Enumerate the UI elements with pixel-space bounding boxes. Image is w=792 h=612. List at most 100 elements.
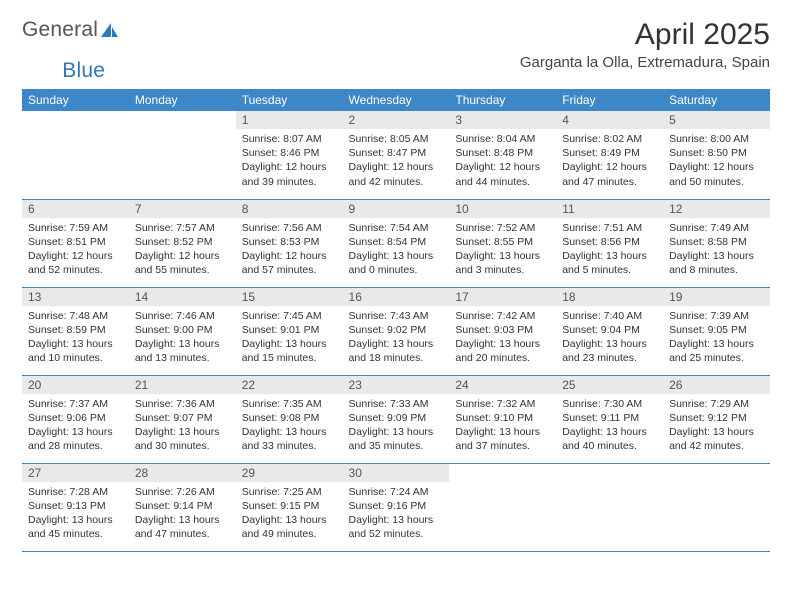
daylight-text: Daylight: 12 hours and 39 minutes. — [242, 160, 337, 188]
sunrise-text: Sunrise: 8:07 AM — [242, 132, 337, 146]
sunrise-text: Sunrise: 7:30 AM — [562, 397, 657, 411]
day-content: Sunrise: 7:33 AMSunset: 9:09 PMDaylight:… — [343, 394, 450, 458]
calendar-day-cell: 11Sunrise: 7:51 AMSunset: 8:56 PMDayligh… — [556, 199, 663, 287]
calendar-day-cell: 30 Sunrise: 7:24 AMSunset: 9:16 PMDayligh… — [343, 463, 450, 551]
calendar-day-cell: 1Sunrise: 8:07 AMSunset: 8:46 PMDaylight… — [236, 111, 343, 199]
logo-text-1: General — [22, 18, 98, 42]
day-content: Sunrise: 8:07 AMSunset: 8:46 PMDaylight:… — [236, 129, 343, 193]
day-number: 30 — [343, 464, 450, 482]
day-content: Sunrise: 8:05 AMSunset: 8:47 PMDaylight:… — [343, 129, 450, 193]
sunset-text: Sunset: 9:08 PM — [242, 411, 337, 425]
daylight-text: Daylight: 13 hours and 30 minutes. — [135, 425, 230, 453]
day-content: Sunrise: 8:00 AMSunset: 8:50 PMDaylight:… — [663, 129, 770, 193]
sunset-text: Sunset: 8:58 PM — [669, 235, 764, 249]
calendar-week-row: ..1Sunrise: 8:07 AMSunset: 8:46 PMDaylig… — [22, 111, 770, 199]
sunset-text: Sunset: 8:49 PM — [562, 146, 657, 160]
sunset-text: Sunset: 9:03 PM — [455, 323, 550, 337]
sunrise-text: Sunrise: 7:37 AM — [28, 397, 123, 411]
daylight-text: Daylight: 13 hours and 42 minutes. — [669, 425, 764, 453]
sunrise-text: Sunrise: 7:24 AM — [349, 485, 444, 499]
daylight-text: Daylight: 13 hours and 40 minutes. — [562, 425, 657, 453]
day-number: 18 — [556, 288, 663, 306]
day-number: 14 — [129, 288, 236, 306]
day-number: 24 — [449, 376, 556, 394]
sunrise-text: Sunrise: 7:33 AM — [349, 397, 444, 411]
sunrise-text: Sunrise: 7:28 AM — [28, 485, 123, 499]
calendar-day-cell: 17Sunrise: 7:42 AMSunset: 9:03 PMDayligh… — [449, 287, 556, 375]
weekday-header: Tuesday — [236, 89, 343, 111]
daylight-text: Daylight: 13 hours and 35 minutes. — [349, 425, 444, 453]
day-content: Sunrise: 7:35 AMSunset: 9:08 PMDaylight:… — [236, 394, 343, 458]
sunset-text: Sunset: 8:47 PM — [349, 146, 444, 160]
day-content: Sunrise: 7:29 AMSunset: 9:12 PMDaylight:… — [663, 394, 770, 458]
day-content: Sunrise: 7:28 AMSunset: 9:13 PMDaylight:… — [22, 482, 129, 546]
calendar-day-cell: 12Sunrise: 7:49 AMSunset: 8:58 PMDayligh… — [663, 199, 770, 287]
sunrise-text: Sunrise: 7:25 AM — [242, 485, 337, 499]
calendar-day-cell: 22Sunrise: 7:35 AMSunset: 9:08 PMDayligh… — [236, 375, 343, 463]
calendar-day-cell: 27Sunrise: 7:28 AMSunset: 9:13 PMDayligh… — [22, 463, 129, 551]
calendar-day-cell: 20Sunrise: 7:37 AMSunset: 9:06 PMDayligh… — [22, 375, 129, 463]
calendar-week-row: 13Sunrise: 7:48 AMSunset: 8:59 PMDayligh… — [22, 287, 770, 375]
sunset-text: Sunset: 9:07 PM — [135, 411, 230, 425]
daylight-text: Daylight: 13 hours and 8 minutes. — [669, 249, 764, 277]
calendar-day-cell: . — [449, 463, 556, 551]
daylight-text: Daylight: 12 hours and 44 minutes. — [455, 160, 550, 188]
weekday-header-row: SundayMondayTuesdayWednesdayThursdayFrid… — [22, 89, 770, 111]
calendar-week-row: 27Sunrise: 7:28 AMSunset: 9:13 PMDayligh… — [22, 463, 770, 551]
sunset-text: Sunset: 8:52 PM — [135, 235, 230, 249]
calendar-day-cell: 7Sunrise: 7:57 AMSunset: 8:52 PMDaylight… — [129, 199, 236, 287]
weekday-header: Saturday — [663, 89, 770, 111]
day-number: 10 — [449, 200, 556, 218]
sunset-text: Sunset: 9:09 PM — [349, 411, 444, 425]
day-content: Sunrise: 8:04 AMSunset: 8:48 PMDaylight:… — [449, 129, 556, 193]
calendar-day-cell: 3Sunrise: 8:04 AMSunset: 8:48 PMDaylight… — [449, 111, 556, 199]
sunrise-text: Sunrise: 7:49 AM — [669, 221, 764, 235]
sunrise-text: Sunrise: 7:46 AM — [135, 309, 230, 323]
sunrise-text: Sunrise: 7:26 AM — [135, 485, 230, 499]
weekday-header: Friday — [556, 89, 663, 111]
daylight-text: Daylight: 13 hours and 15 minutes. — [242, 337, 337, 365]
day-number: 15 — [236, 288, 343, 306]
calendar-day-cell: 14Sunrise: 7:46 AMSunset: 9:00 PMDayligh… — [129, 287, 236, 375]
day-content: Sunrise: 7:25 AMSunset: 9:15 PMDaylight:… — [236, 482, 343, 546]
sunset-text: Sunset: 9:14 PM — [135, 499, 230, 513]
daylight-text: Daylight: 12 hours and 42 minutes. — [349, 160, 444, 188]
day-content: Sunrise: 7:49 AMSunset: 8:58 PMDaylight:… — [663, 218, 770, 282]
sunset-text: Sunset: 8:55 PM — [455, 235, 550, 249]
calendar-body: ..1Sunrise: 8:07 AMSunset: 8:46 PMDaylig… — [22, 111, 770, 551]
calendar-day-cell: 15Sunrise: 7:45 AMSunset: 9:01 PMDayligh… — [236, 287, 343, 375]
daylight-text: Daylight: 12 hours and 50 minutes. — [669, 160, 764, 188]
day-content: Sunrise: 7:36 AMSunset: 9:07 PMDaylight:… — [129, 394, 236, 458]
daylight-text: Daylight: 13 hours and 49 minutes. — [242, 513, 337, 541]
day-number: 6 — [22, 200, 129, 218]
sunset-text: Sunset: 9:16 PM — [349, 499, 444, 513]
sunset-text: Sunset: 9:00 PM — [135, 323, 230, 337]
daylight-text: Daylight: 13 hours and 20 minutes. — [455, 337, 550, 365]
daylight-text: Daylight: 13 hours and 52 minutes. — [349, 513, 444, 541]
sunset-text: Sunset: 9:12 PM — [669, 411, 764, 425]
day-number: 26 — [663, 376, 770, 394]
sunrise-text: Sunrise: 7:43 AM — [349, 309, 444, 323]
calendar-day-cell: 5Sunrise: 8:00 AMSunset: 8:50 PMDaylight… — [663, 111, 770, 199]
sunrise-text: Sunrise: 7:59 AM — [28, 221, 123, 235]
sunrise-text: Sunrise: 8:04 AM — [455, 132, 550, 146]
calendar-day-cell: 16Sunrise: 7:43 AMSunset: 9:02 PMDayligh… — [343, 287, 450, 375]
sunrise-text: Sunrise: 7:42 AM — [455, 309, 550, 323]
daylight-text: Daylight: 13 hours and 18 minutes. — [349, 337, 444, 365]
sunrise-text: Sunrise: 7:29 AM — [669, 397, 764, 411]
weekday-header: Sunday — [22, 89, 129, 111]
sunset-text: Sunset: 8:53 PM — [242, 235, 337, 249]
day-number: 27 — [22, 464, 129, 482]
day-number: 5 — [663, 111, 770, 129]
title-block: April 2025 Garganta la Olla, Extremadura… — [520, 18, 770, 71]
weekday-header: Monday — [129, 89, 236, 111]
day-number: 23 — [343, 376, 450, 394]
day-content: Sunrise: 7:56 AMSunset: 8:53 PMDaylight:… — [236, 218, 343, 282]
day-content: Sunrise: 7:26 AMSunset: 9:14 PMDaylight:… — [129, 482, 236, 546]
day-number: 13 — [22, 288, 129, 306]
sunrise-text: Sunrise: 7:57 AM — [135, 221, 230, 235]
calendar-week-row: 6Sunrise: 7:59 AMSunset: 8:51 PMDaylight… — [22, 199, 770, 287]
calendar-day-cell: 24Sunrise: 7:32 AMSunset: 9:10 PMDayligh… — [449, 375, 556, 463]
sunrise-text: Sunrise: 8:02 AM — [562, 132, 657, 146]
daylight-text: Daylight: 13 hours and 28 minutes. — [28, 425, 123, 453]
